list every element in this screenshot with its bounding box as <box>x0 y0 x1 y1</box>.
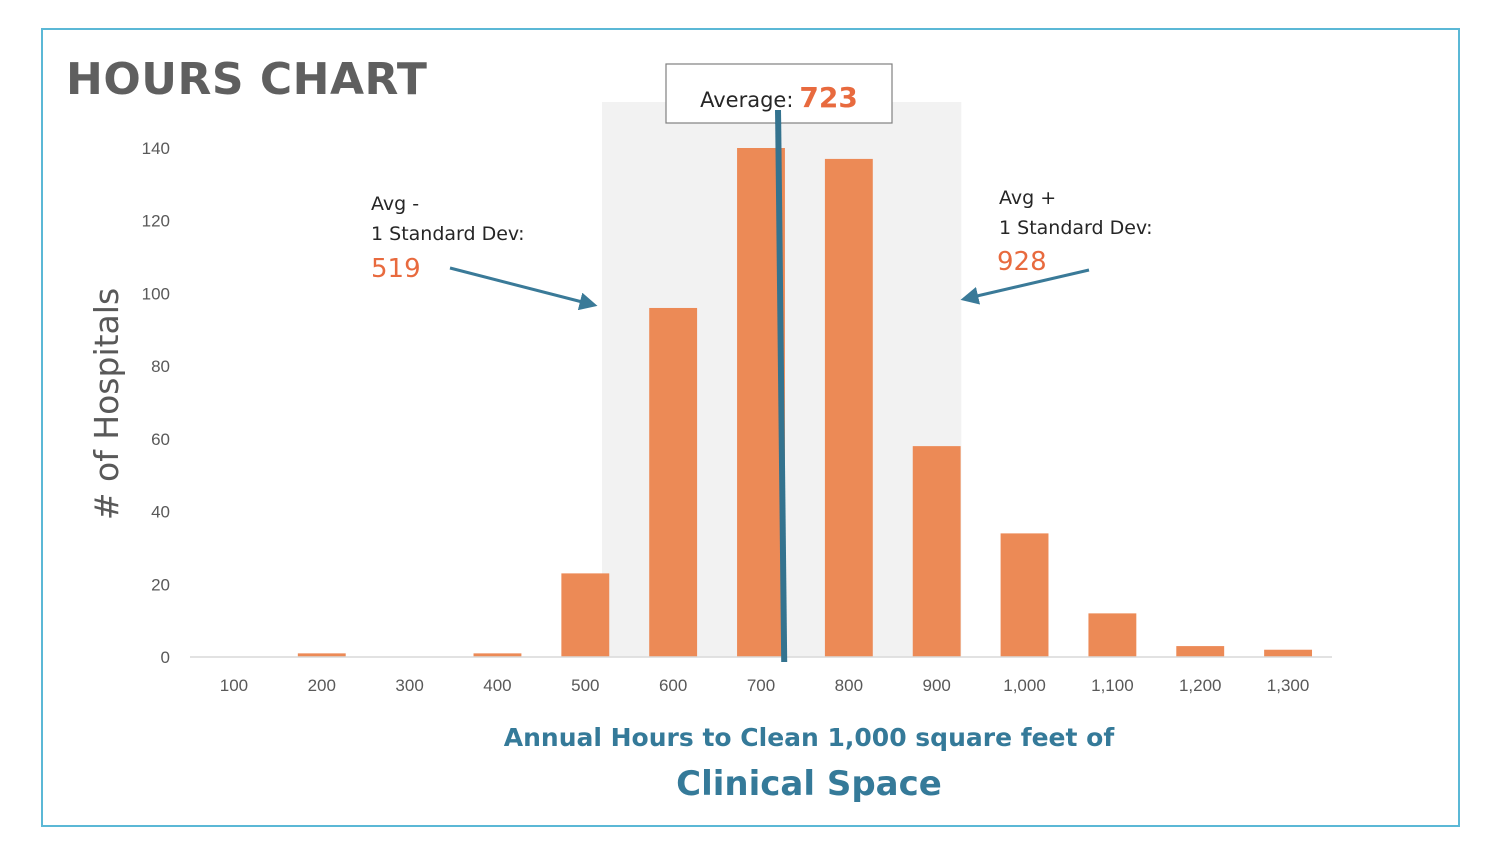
x-tick-400: 400 <box>483 676 511 695</box>
plus-sd-line2: 1 Standard Dev: <box>999 217 1153 239</box>
y-tick-40: 40 <box>151 503 170 522</box>
y-tick-80: 80 <box>151 357 170 376</box>
chart-frame <box>41 28 1460 827</box>
y-tick-60: 60 <box>151 430 170 449</box>
minus-sd-value: 519 <box>371 254 421 284</box>
bar-500 <box>561 573 610 657</box>
y-tick-120: 120 <box>142 212 170 231</box>
x-tick-1000: 1,000 <box>1003 676 1046 695</box>
x-tick-1200: 1,200 <box>1179 676 1222 695</box>
minus-sd-annotation: Avg - 1 Standard Dev: 519 <box>371 193 598 311</box>
y-axis-ticks: 0 20 40 60 80 100 120 140 <box>142 139 170 667</box>
x-tick-700: 700 <box>747 676 775 695</box>
x-tick-900: 900 <box>923 676 951 695</box>
svg-text:Average:723: Average: 723 <box>700 81 858 114</box>
average-value: 723 <box>799 81 857 114</box>
y-tick-20: 20 <box>151 575 170 594</box>
plus-sd-value: 928 <box>997 247 1047 277</box>
y-axis-title: # of Hospitals <box>87 288 126 520</box>
x-tick-1100: 1,100 <box>1091 676 1134 695</box>
x-axis-title-line2: Clinical Space <box>676 764 942 804</box>
bar-1300 <box>1264 649 1313 657</box>
page-title: HOURS CHART <box>66 54 428 105</box>
average-label: Average: <box>700 88 793 112</box>
plus-sd-arrow <box>960 268 1090 305</box>
x-tick-600: 600 <box>659 676 687 695</box>
minus-sd-arrow <box>449 266 598 311</box>
y-tick-100: 100 <box>142 284 170 303</box>
bar-900 <box>912 446 961 657</box>
bar-600 <box>649 307 698 657</box>
x-axis-title-line1: Annual Hours to Clean 1,000 square feet … <box>504 723 1116 752</box>
y-tick-140: 140 <box>142 139 170 158</box>
bar-1100 <box>1088 613 1137 657</box>
bar-800 <box>824 158 873 657</box>
plus-sd-line1: Avg + <box>999 187 1056 209</box>
bar-1000 <box>1000 533 1049 657</box>
plus-sd-annotation: Avg + 1 Standard Dev: 928 <box>960 187 1153 305</box>
bar-400 <box>473 653 522 657</box>
x-tick-1300: 1,300 <box>1267 676 1310 695</box>
bars-layer <box>297 148 1313 657</box>
average-line <box>775 122 788 663</box>
minus-sd-line2: 1 Standard Dev: <box>371 223 525 245</box>
minus-sd-line1: Avg - <box>371 193 419 215</box>
y-tick-0: 0 <box>161 648 170 667</box>
x-tick-100: 100 <box>220 676 248 695</box>
bar-1200 <box>1176 646 1225 657</box>
x-tick-300: 300 <box>395 676 423 695</box>
x-axis-ticks: 100 200 300 400 500 600 700 800 900 1,000 1,100 1,2… <box>220 676 1310 695</box>
x-tick-800: 800 <box>835 676 863 695</box>
x-tick-200: 200 <box>308 676 336 695</box>
bar-200 <box>297 653 346 657</box>
x-tick-500: 500 <box>571 676 599 695</box>
